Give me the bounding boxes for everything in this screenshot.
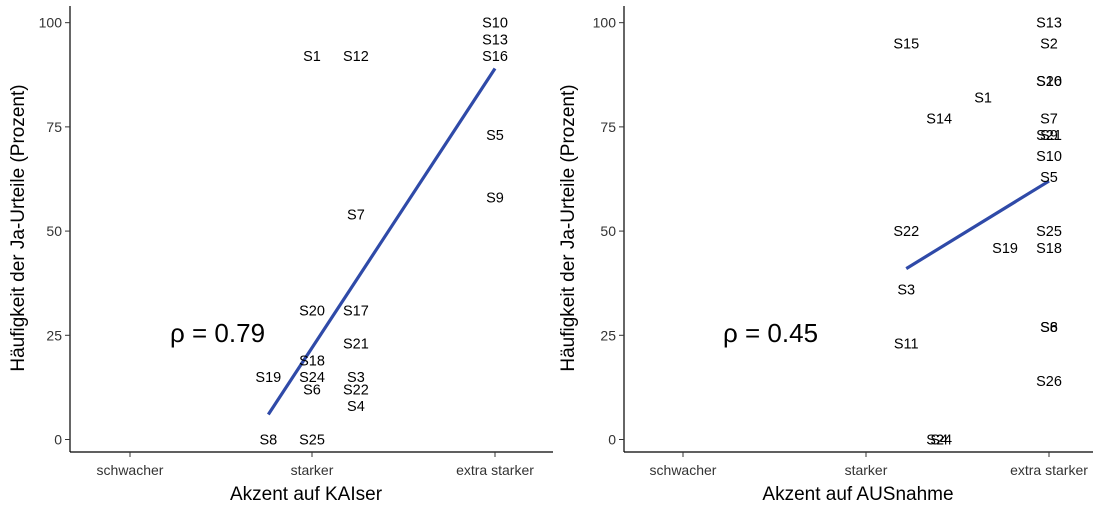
data-point-label: S22: [893, 224, 919, 240]
x-axis-title: Akzent auf AUSnahme: [762, 484, 953, 505]
data-point-label: S9: [1040, 128, 1058, 144]
data-point-label: S6: [1040, 320, 1058, 336]
panel-kaiser: Häufigkeit der Ja-Urteile (Prozent) Akze…: [8, 6, 553, 505]
data-point-label: S17: [343, 303, 369, 319]
data-point-label: S19: [992, 241, 1018, 257]
data-point-label: S2: [1040, 37, 1058, 53]
x-axis-title: Akzent auf KAIser: [230, 484, 383, 505]
data-point-label: S11: [894, 337, 919, 353]
y-axis-title: Häufigkeit der Ja-Urteile (Prozent): [558, 84, 579, 371]
data-point-label: S3: [347, 370, 365, 386]
data-point-label: S19: [255, 370, 281, 386]
regression-line: [905, 179, 1050, 270]
data-point-label: S5: [486, 128, 504, 144]
data-point-label: S16: [482, 49, 508, 65]
data-point-label: S4: [930, 432, 948, 448]
data-point-label: S7: [347, 207, 365, 223]
data-point-label: S22: [343, 382, 369, 398]
y-tick-label: 50: [46, 223, 62, 239]
data-point-label: S8: [1040, 320, 1058, 336]
y-axis-title: Häufigkeit der Ja-Urteile (Prozent): [8, 84, 29, 371]
data-point-label: S5: [1040, 170, 1058, 186]
data-point-label: S6: [303, 382, 321, 398]
data-point-label: S25: [299, 432, 325, 448]
data-point-label: S18: [1036, 241, 1062, 257]
panel-ausnahme: Häufigkeit der Ja-Urteile (Prozent) Akze…: [558, 6, 1093, 505]
y-tick-label: 75: [46, 119, 62, 135]
data-point-label: S1: [303, 49, 321, 65]
data-point-label: S10: [1036, 149, 1062, 165]
y-tick-label: 100: [39, 15, 63, 31]
y-tick-label: 50: [600, 223, 616, 239]
data-point-label: S9: [486, 191, 504, 207]
data-point-label: S24: [926, 432, 952, 448]
data-point-label: S21: [1036, 128, 1062, 144]
data-point-label: S18: [299, 353, 325, 369]
correlation-annotation: ρ = 0.79: [170, 318, 265, 348]
x-tick-label: starker: [291, 462, 334, 478]
y-tick-label: 25: [46, 327, 62, 343]
data-point-label: S3: [897, 282, 915, 298]
data-point-label: S4: [347, 399, 365, 415]
correlation-annotation: ρ = 0.45: [723, 318, 818, 348]
x-tick-label: extra starker: [456, 462, 534, 478]
data-point-label: S13: [1036, 16, 1062, 32]
data-point-label: S14: [926, 112, 952, 128]
data-point-label: S13: [482, 32, 508, 48]
data-point-label: S24: [299, 370, 325, 386]
data-point-label: S26: [1036, 374, 1062, 390]
y-tick-label: 100: [593, 15, 617, 31]
data-point-label: S1: [974, 91, 992, 107]
y-tick-label: 25: [600, 327, 616, 343]
x-tick-label: extra starker: [1010, 462, 1088, 478]
y-tick-label: 75: [600, 119, 616, 135]
data-point-label: S20: [1036, 74, 1062, 90]
x-tick-label: schwacher: [97, 462, 164, 478]
x-tick-label: schwacher: [650, 462, 717, 478]
data-point-label: S10: [482, 16, 508, 32]
regression-line: [266, 67, 497, 416]
y-tick-label: 0: [608, 431, 616, 447]
y-tick-label: 0: [54, 431, 62, 447]
x-tick-label: starker: [845, 462, 888, 478]
data-point-label: S12: [343, 49, 369, 65]
data-point-label: S16: [1036, 74, 1062, 90]
data-point-label: S20: [299, 303, 325, 319]
data-point-label: S8: [259, 432, 277, 448]
data-point-label: S25: [1036, 224, 1062, 240]
data-point-label: S15: [893, 37, 919, 53]
data-point-label: S7: [1040, 112, 1058, 128]
data-point-label: S21: [343, 337, 369, 353]
